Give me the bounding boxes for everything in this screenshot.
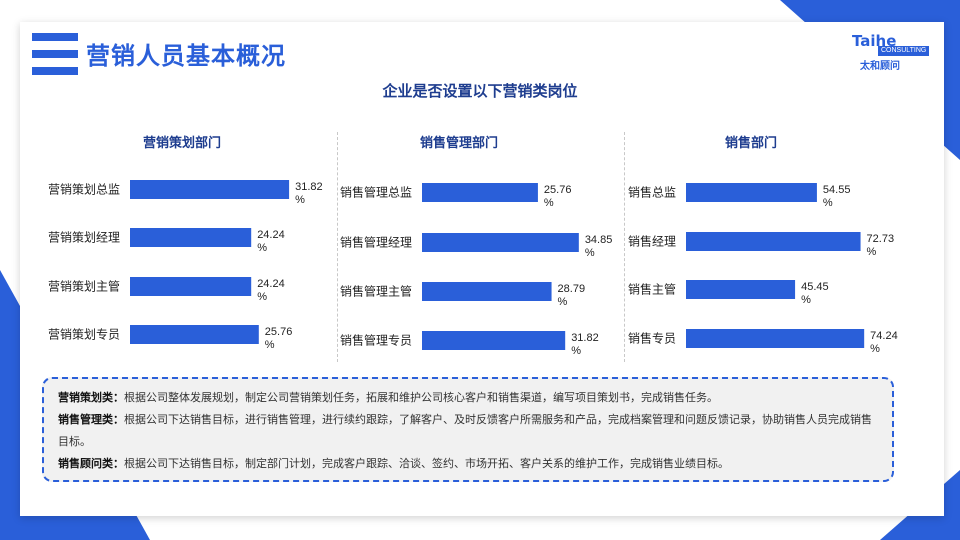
bar: [130, 277, 252, 296]
description-box: 营销策划类：根据公司整体发展规划，制定公司营销策划任务，拓展和维护公司核心客户和…: [42, 377, 894, 482]
bar: [422, 331, 566, 350]
description-term: 营销策划类：: [58, 391, 124, 404]
bar: [422, 282, 552, 301]
category-label: 销售管理专员: [340, 333, 412, 348]
bar: [422, 183, 538, 202]
chart-title: 销售部门: [725, 135, 777, 151]
description-text: 根据公司下达销售目标，制定部门计划，完成客户跟踪、洽谈、签约、市场开拓、客户关系…: [124, 457, 729, 470]
bar: [130, 228, 252, 247]
chart-group-title: 企业是否设置以下营销类岗位: [382, 82, 578, 100]
category-label: 营销策划总监: [48, 183, 120, 197]
category-label: 营销策划经理: [48, 231, 120, 245]
category-label: 营销策划专员: [48, 327, 120, 342]
category-label: 销售总监: [628, 185, 676, 200]
company-logo: Taihe CONSULTING 太和顾问: [852, 32, 932, 72]
data-label: 28.79%: [558, 283, 586, 308]
data-label: 54.55%: [823, 184, 851, 209]
data-label: 72.73%: [867, 233, 895, 258]
data-label: 31.82%: [295, 181, 323, 206]
bar: [686, 183, 817, 202]
category-label: 销售管理经理: [340, 235, 412, 250]
panel-divider: [337, 132, 338, 362]
data-label: 24.24%: [257, 278, 285, 303]
bar: [130, 180, 290, 199]
data-label: 34.85%: [585, 234, 613, 259]
category-label: 销售主管: [628, 282, 676, 297]
data-label: 45.45%: [801, 281, 829, 306]
description-term: 销售管理类：: [58, 413, 124, 426]
description-item: 销售顾问类：根据公司下达销售目标，制定部门计划，完成客户跟踪、洽谈、签约、市场开…: [58, 453, 878, 475]
logo-cn-text: 太和顾问: [860, 61, 900, 72]
description-item: 营销策划类：根据公司整体发展规划，制定公司营销策划任务，拓展和维护公司核心客户和…: [58, 387, 878, 409]
description-term: 销售顾问类：: [58, 457, 124, 470]
category-label: 销售管理总监: [340, 185, 412, 200]
description-item: 销售管理类：根据公司下达销售目标，进行销售管理，进行续约跟踪，了解客户、及时反馈…: [58, 409, 878, 453]
bar: [686, 329, 865, 348]
logo-sub-text: CONSULTING: [878, 46, 930, 56]
panel-divider: [624, 132, 625, 362]
chart-title: 营销策划部门: [143, 135, 221, 151]
title-bars-icon: [32, 33, 78, 75]
bar: [130, 325, 259, 344]
description-text: 根据公司下达销售目标，进行销售管理，进行续约跟踪，了解客户、及时反馈客户所需服务…: [58, 413, 872, 448]
bar: [686, 232, 861, 251]
category-label: 销售专员: [628, 331, 676, 346]
data-label: 74.24%: [870, 330, 898, 355]
logo-main-text: Taihe: [852, 32, 897, 50]
data-label: 24.24%: [257, 229, 285, 254]
data-label: 25.76%: [544, 184, 572, 209]
category-label: 营销策划主管: [48, 279, 120, 294]
page-title: 营销人员基本概况: [86, 42, 286, 70]
chart-title: 销售管理部门: [420, 135, 498, 151]
bar: [686, 280, 796, 299]
description-text: 根据公司整体发展规划，制定公司营销策划任务，拓展和维护公司核心客户和销售渠道，编…: [124, 391, 718, 404]
data-label: 25.76%: [265, 326, 293, 351]
bar: [422, 233, 579, 252]
category-label: 销售经理: [628, 234, 676, 249]
data-label: 31.82%: [571, 332, 599, 357]
category-label: 销售管理主管: [340, 284, 412, 299]
